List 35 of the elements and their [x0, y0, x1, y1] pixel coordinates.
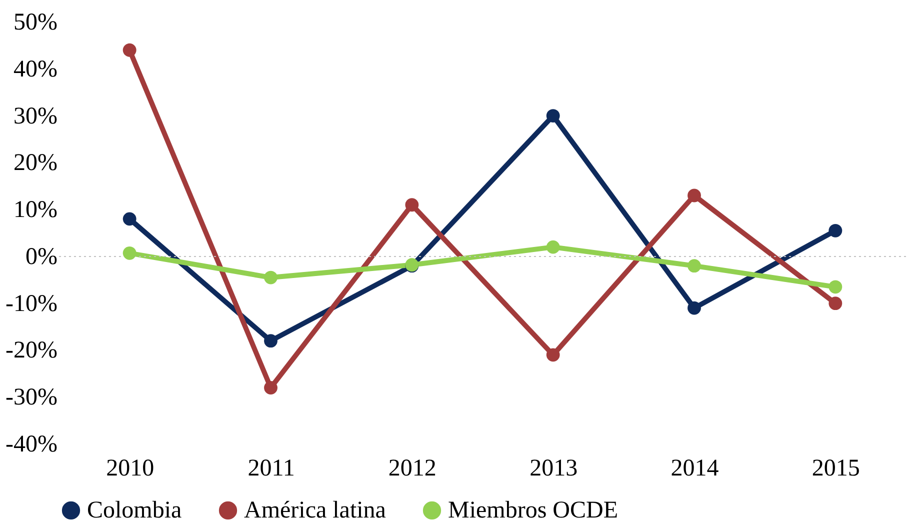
point — [688, 301, 701, 315]
y-tick-label: -10% — [6, 290, 58, 317]
point — [546, 240, 560, 254]
point — [828, 280, 842, 294]
y-tick-label: -30% — [6, 384, 58, 411]
x-tick-label: 2010 — [106, 456, 154, 482]
point — [264, 270, 278, 284]
x-tick-label: 2011 — [248, 456, 295, 482]
point — [546, 348, 560, 362]
y-tick-label: 30% — [14, 103, 58, 130]
point — [546, 109, 560, 122]
x-tick-label: 2014 — [670, 456, 719, 482]
point — [405, 198, 419, 212]
y-tick-label: -20% — [6, 338, 58, 364]
legend-label: Colombia — [87, 497, 182, 524]
point — [828, 224, 842, 238]
y-tick-label: 40% — [14, 56, 58, 82]
point — [828, 296, 842, 310]
point — [122, 43, 136, 57]
point — [688, 188, 701, 202]
legend-label: América latina — [244, 497, 386, 524]
y-tick-label: -40% — [6, 432, 58, 458]
point — [264, 381, 278, 394]
x-tick-label: 2012 — [388, 456, 436, 482]
point — [264, 334, 278, 348]
y-tick-label: 10% — [14, 197, 58, 224]
y-tick-label: 50% — [14, 10, 58, 36]
point — [122, 246, 136, 260]
x-tick-label: 2015 — [812, 456, 860, 482]
point — [688, 259, 701, 273]
x-tick-label: 2013 — [530, 456, 578, 482]
y-tick-label: 20% — [14, 150, 58, 176]
y-tick-label: 0% — [26, 244, 58, 270]
legend-label: Miembros OCDE — [448, 497, 618, 524]
point — [122, 212, 136, 226]
